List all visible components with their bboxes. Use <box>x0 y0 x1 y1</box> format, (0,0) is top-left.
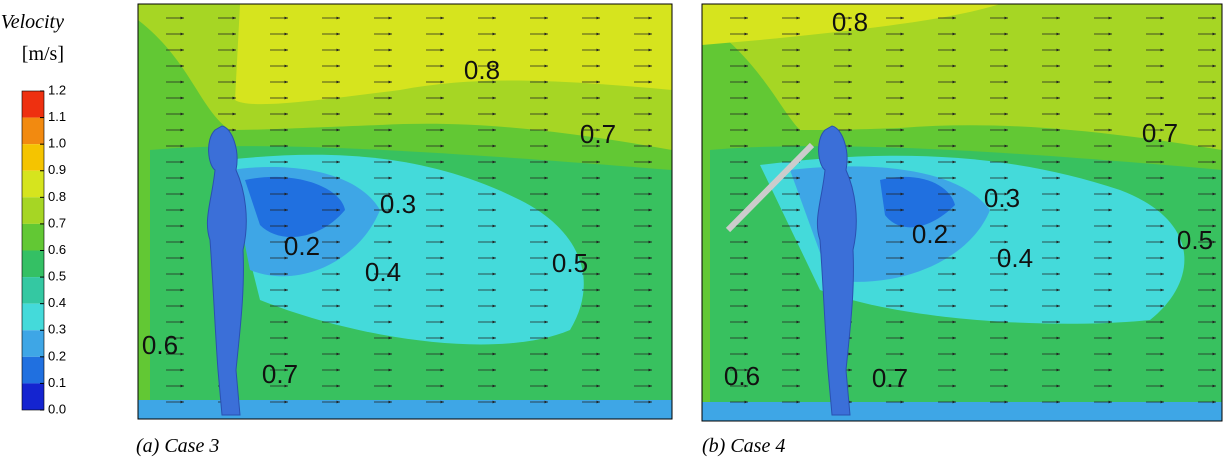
colorbar-title: Velocity <box>1 11 64 33</box>
colorbar-label: 0.2 <box>48 348 66 363</box>
contour-label: 0.3 <box>380 189 416 219</box>
panel-caption: (a) Case 3 <box>136 435 219 457</box>
colorbar-band <box>22 251 44 278</box>
contour-panel <box>702 4 1222 421</box>
panel-caption: (b) Case 4 <box>702 435 785 457</box>
colorbar-unit: [m/s] <box>22 43 64 65</box>
contour-label: 0.6 <box>142 330 178 360</box>
contour-label: 0.4 <box>997 243 1033 273</box>
contour-label: 0.7 <box>580 119 616 149</box>
colorbar-label: 0.6 <box>48 242 66 257</box>
colorbar-band <box>22 357 44 384</box>
colorbar-label: 0.8 <box>48 189 66 204</box>
figure: Velocity [m/s] 1.2 1.1 1.0 0.9 0.8 0.7 0.6 0.5 0… <box>0 0 1226 471</box>
contour-label: 0.6 <box>724 361 760 391</box>
colorbar: 1.2 1.1 1.0 0.9 0.8 0.7 0.6 0.5 0.4 0.3 0.2 0.1 0.0 <box>22 82 66 416</box>
contour-label: 0.3 <box>984 183 1020 213</box>
colorbar-band <box>22 383 44 410</box>
colorbar-label: 1.1 <box>48 109 66 124</box>
colorbar-label: 1.0 <box>48 136 66 151</box>
contour-label: 0.7 <box>262 359 298 389</box>
colorbar-band <box>22 224 44 251</box>
colorbar-label: 0.1 <box>48 375 66 390</box>
colorbar-label: 0.9 <box>48 162 66 177</box>
colorbar-label: 1.2 <box>48 82 66 97</box>
colorbar-label: 0.7 <box>48 215 66 230</box>
contour-label: 0.8 <box>832 7 868 37</box>
colorbar-band <box>22 144 44 171</box>
contour-label: 0.2 <box>912 219 948 249</box>
contour-label: 0.8 <box>464 55 500 85</box>
page: Velocity [m/s] 1.2 1.1 1.0 0.9 0.8 0.7 0.6 0.5 0… <box>0 0 1226 471</box>
contour-label: 0.5 <box>552 248 588 278</box>
colorbar-band <box>22 304 44 331</box>
contour-label: 0.7 <box>872 363 908 393</box>
colorbar-label: 0.5 <box>48 269 66 284</box>
contour-label: 0.4 <box>365 257 401 287</box>
contour-label: 0.2 <box>284 231 320 261</box>
colorbar-band <box>22 197 44 224</box>
colorbar-band <box>22 171 44 198</box>
contour-label: 0.5 <box>1177 225 1213 255</box>
colorbar-label: 0.3 <box>48 322 66 337</box>
colorbar-label: 0.4 <box>48 295 66 310</box>
colorbar-band <box>22 330 44 357</box>
colorbar-label: 0.0 <box>48 401 66 416</box>
colorbar-band <box>22 118 44 145</box>
colorbar-band <box>22 91 44 118</box>
contour-label: 0.7 <box>1142 118 1178 148</box>
colorbar-band <box>22 277 44 304</box>
